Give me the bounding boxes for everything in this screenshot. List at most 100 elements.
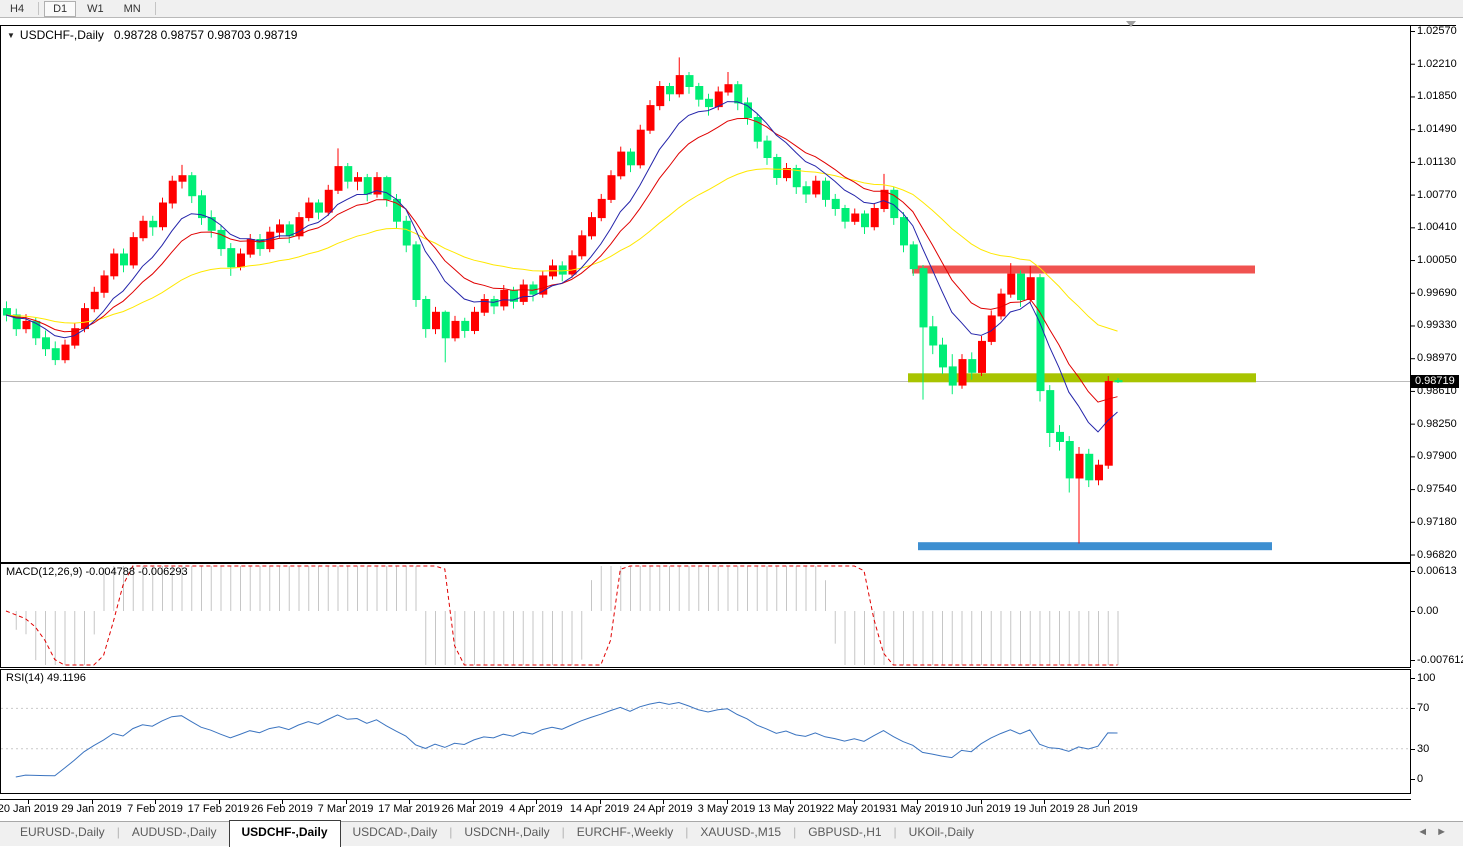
candle-body-down bbox=[792, 168, 801, 188]
candle-body-down bbox=[412, 244, 421, 300]
candle-body-up bbox=[334, 166, 343, 191]
candle-body-down bbox=[831, 198, 840, 209]
candle-body-down bbox=[120, 253, 128, 266]
candle-body-down bbox=[149, 220, 158, 228]
candle-body-up bbox=[237, 253, 245, 268]
candle-body-up bbox=[1026, 277, 1035, 301]
price-axis-label: 0.99330 bbox=[1417, 319, 1457, 332]
timeframe-button-h4[interactable]: H4 bbox=[10, 3, 25, 15]
candle-body-down bbox=[968, 359, 977, 373]
date-axis-label: 28 Jun 2019 bbox=[1077, 803, 1138, 815]
macd-scale-label: -0.007612 bbox=[1417, 654, 1463, 666]
symbol-dropdown-icon[interactable]: ▼ bbox=[7, 31, 15, 40]
rsi-label: RSI(14) 49.1196 bbox=[6, 672, 86, 684]
chart-tab-gbpusd[interactable]: GBPUSD-,H1 bbox=[808, 825, 882, 839]
candle-body-up bbox=[578, 235, 587, 257]
candle-body-down bbox=[948, 366, 957, 386]
candle-body-up bbox=[500, 289, 509, 307]
chart-tab-usdchf[interactable]: USDCHF-,Daily bbox=[228, 820, 341, 847]
candle-body-up bbox=[539, 275, 548, 295]
candle-body-down bbox=[734, 84, 743, 104]
candle-body-down bbox=[363, 177, 372, 195]
current-price-tag: 0.98719 bbox=[1411, 375, 1459, 388]
candle-body-up bbox=[295, 217, 304, 237]
candle-body-up bbox=[1075, 453, 1084, 479]
candle-body-down bbox=[490, 299, 499, 307]
candle-body-up bbox=[81, 308, 89, 330]
chart-tab-ukoil[interactable]: UKOil-,Daily bbox=[908, 825, 975, 839]
tab-scroll-buttons: ◄► bbox=[1417, 826, 1455, 838]
candle-body-down bbox=[12, 314, 21, 330]
price-axis-label: 1.01130 bbox=[1417, 155, 1456, 168]
tab-separator: | bbox=[793, 825, 797, 839]
rsi-scale-label: 70 bbox=[1417, 702, 1430, 714]
candle-body-down bbox=[441, 311, 450, 339]
candle-body-up bbox=[61, 344, 70, 361]
candle-body-down bbox=[42, 337, 50, 350]
candle-body-up bbox=[646, 105, 655, 131]
candle-body-down bbox=[1085, 453, 1094, 481]
date-axis-label: 14 Apr 2019 bbox=[569, 803, 630, 815]
tab-scroll-left-button[interactable]: ◄ bbox=[1417, 826, 1437, 838]
candle-body-down bbox=[695, 86, 704, 100]
candle-body-up bbox=[168, 180, 177, 204]
macd-scale-label: 0.00 bbox=[1417, 605, 1439, 617]
chart-tab-xauusd[interactable]: XAUUSD-,M15 bbox=[700, 825, 782, 839]
candle-body-down bbox=[207, 217, 216, 231]
candle-body-up bbox=[783, 168, 791, 179]
chart-tab-usdcnh[interactable]: USDCNH-,Daily bbox=[464, 825, 550, 839]
candle-body-up bbox=[373, 177, 382, 195]
candle-body-down bbox=[705, 98, 713, 108]
candle-body-up bbox=[90, 291, 99, 310]
tab-scroll-right-button[interactable]: ► bbox=[1436, 826, 1455, 838]
date-axis-label: 13 May 2019 bbox=[758, 803, 822, 815]
rsi-scale-label: 0 bbox=[1417, 773, 1424, 785]
candle-body-down bbox=[1056, 431, 1064, 442]
candle-body-down bbox=[344, 166, 353, 182]
tab-separator: | bbox=[893, 825, 897, 839]
date-axis-label: 26 Feb 2019 bbox=[251, 803, 313, 815]
timeframe-button-d1[interactable]: D1 bbox=[44, 1, 77, 17]
candle-body-down bbox=[900, 217, 908, 246]
date-axis-label: 29 Jan 2019 bbox=[61, 803, 122, 815]
candle-body-up bbox=[159, 202, 167, 228]
chart-tabs: EURUSD-,Daily | AUDUSD-,Daily USDCHF-,Daily… bbox=[8, 820, 986, 847]
chart-tab-eurusd[interactable]: EURUSD-,Daily bbox=[20, 825, 105, 839]
candle-body-down bbox=[227, 248, 236, 268]
candle-body-down bbox=[1036, 277, 1045, 392]
candle-body-up bbox=[675, 75, 684, 95]
candle-body-down bbox=[627, 151, 635, 166]
candle-body-down bbox=[51, 348, 60, 361]
price-axis-label: 1.00050 bbox=[1417, 254, 1457, 267]
timeframe-toolbar: H4 D1 W1 MN bbox=[0, 0, 1463, 18]
candle-body-up bbox=[588, 217, 596, 237]
timeframe-button-mn[interactable]: MN bbox=[123, 3, 141, 15]
candle-body-up bbox=[568, 255, 577, 275]
candle-body-up bbox=[880, 189, 889, 210]
chart-tab-audusd[interactable]: AUDUSD-,Daily bbox=[131, 825, 217, 839]
candle-body-down bbox=[773, 157, 782, 178]
candle-body-down bbox=[753, 117, 762, 142]
candle-body-up bbox=[1007, 273, 1016, 295]
ohlc-values: 0.98728 0.98757 0.98703 0.98719 bbox=[113, 28, 298, 42]
candle-body-down bbox=[198, 195, 206, 219]
price-axis-label: 0.99690 bbox=[1417, 286, 1457, 299]
rsi-pane-frame bbox=[0, 669, 1411, 794]
chart-tab-bar: EURUSD-,Daily | AUDUSD-,Daily USDCHF-,Daily… bbox=[0, 820, 1463, 847]
candle-body-up bbox=[870, 208, 879, 228]
candle-body-down bbox=[402, 220, 411, 246]
price-axis-label: 1.00410 bbox=[1417, 221, 1457, 234]
candle-body-down bbox=[188, 175, 197, 197]
timeframe-button-w1[interactable]: W1 bbox=[87, 3, 104, 15]
candle-body-down bbox=[666, 86, 674, 95]
candle-body-down bbox=[744, 102, 752, 119]
toolbar-separator bbox=[154, 2, 156, 15]
candle-body-down bbox=[256, 239, 265, 250]
candle-body-up bbox=[656, 86, 665, 107]
chart-shift-marker-icon bbox=[1126, 21, 1136, 27]
macd-label: MACD(12,26,9) -0.004788 -0.006293 bbox=[6, 566, 188, 578]
chart-title[interactable]: ▼ USDCHF-,Daily 0.98728 0.98757 0.98703 0.… bbox=[7, 28, 297, 42]
chart-tab-eurchf[interactable]: EURCHF-,Weekly bbox=[576, 825, 674, 839]
candle-body-down bbox=[763, 140, 772, 159]
chart-tab-usdcad[interactable]: USDCAD-,Daily bbox=[352, 825, 438, 839]
